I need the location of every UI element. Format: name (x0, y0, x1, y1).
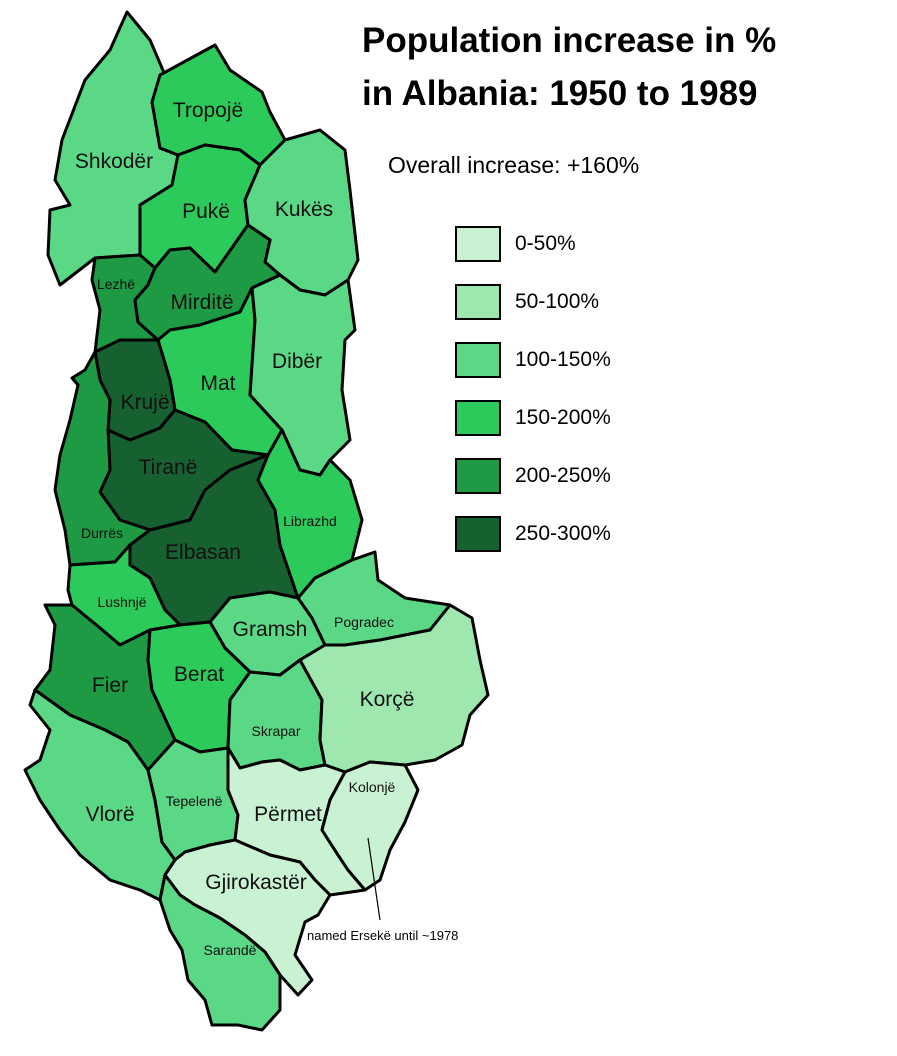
district-sarande (158, 873, 282, 1032)
legend-item: 0-50% (455, 215, 611, 273)
legend-swatch (455, 516, 501, 552)
legend-label: 100-150% (515, 348, 611, 371)
legend-swatch (455, 400, 501, 436)
legend-swatch (455, 458, 501, 494)
label-fier: Fier (92, 674, 128, 697)
legend-swatch (455, 226, 501, 262)
legend-label: 50-100% (515, 290, 600, 313)
title-line-2: in Albania: 1950 to 1989 (362, 74, 758, 113)
label-durres: Durrës (81, 525, 123, 541)
district-vlore (23, 688, 177, 902)
legend-item: 50-100% (455, 273, 611, 331)
label-kukes: Kukës (275, 198, 333, 221)
title-line-1: Population increase in % (362, 21, 777, 60)
label-kolonje: Kolonjë (349, 779, 396, 795)
label-tepelene: Tepelenë (166, 793, 223, 809)
label-shkoder: Shkodër (75, 150, 153, 173)
district-korce (298, 603, 490, 774)
label-permet: Përmet (254, 803, 322, 826)
label-vlore: Vlorë (85, 803, 134, 826)
legend-swatch (455, 342, 501, 378)
annotation-text: named Ersekë until ~1978 (307, 928, 458, 943)
label-puke: Pukë (182, 200, 230, 223)
annotation-pointer (367, 837, 381, 921)
label-berat: Berat (174, 663, 224, 686)
district-kolonje (320, 760, 420, 892)
label-librazhd: Librazhd (283, 513, 337, 529)
label-kruje: Krujë (120, 391, 169, 414)
legend-item: 250-300% (455, 505, 611, 563)
legend: 0-50% 50-100% 100-150% 150-200% 200-250%… (455, 215, 611, 563)
overall-increase: Overall increase: +160% (388, 152, 640, 178)
district-librazhd (256, 428, 364, 600)
label-gjirokaster: Gjirokastër (205, 871, 307, 894)
legend-item: 200-250% (455, 447, 611, 505)
legend-swatch (455, 284, 501, 320)
map-title: Population increase in % in Albania: 195… (362, 14, 776, 120)
legend-item: 150-200% (455, 389, 611, 447)
label-mat: Mat (200, 372, 235, 395)
legend-label: 250-300% (515, 522, 611, 545)
label-tropoje: Tropojë (173, 99, 243, 122)
label-sarande: Sarandë (204, 942, 257, 958)
label-lushnje: Lushnjë (97, 594, 146, 610)
label-elbasan: Elbasan (165, 541, 241, 564)
label-pogradec: Pogradec (334, 614, 394, 630)
district-diber (248, 273, 357, 477)
label-gramsh: Gramsh (233, 618, 308, 641)
label-diber: Dibër (272, 350, 322, 373)
label-skrapar: Skrapar (251, 723, 300, 739)
legend-label: 200-250% (515, 464, 611, 487)
legend-item: 100-150% (455, 331, 611, 389)
label-lezhe: Lezhë (97, 276, 135, 292)
label-korce: Korçë (360, 688, 415, 711)
legend-label: 0-50% (515, 232, 576, 255)
label-mirdite: Mirditë (170, 291, 233, 314)
label-tirane: Tiranë (139, 456, 198, 479)
legend-label: 150-200% (515, 406, 611, 429)
